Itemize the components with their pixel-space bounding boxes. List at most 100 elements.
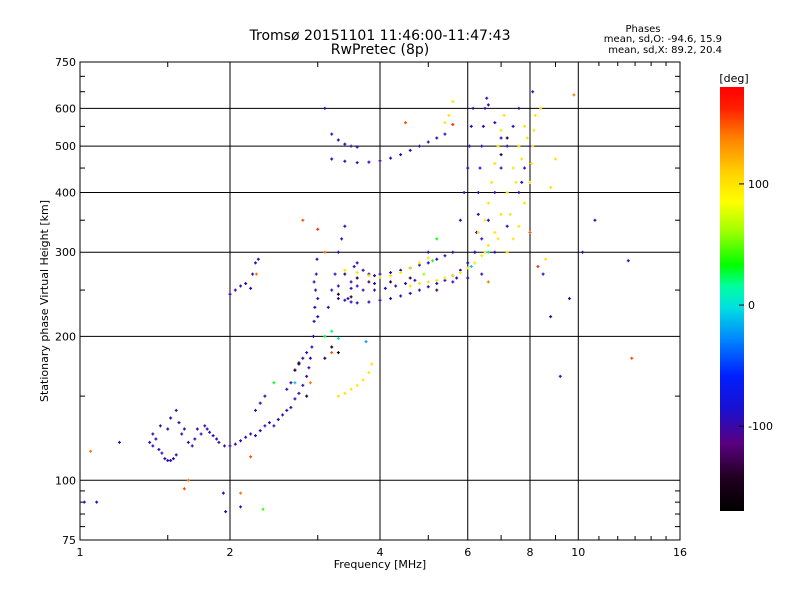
data-point	[336, 336, 340, 340]
data-point	[158, 424, 162, 428]
data-point	[343, 159, 347, 163]
data-point	[239, 505, 243, 509]
data-point	[422, 272, 426, 276]
data-point	[349, 387, 353, 391]
data-point	[431, 259, 435, 263]
colorbar: [deg] 100 0 -100	[719, 72, 773, 511]
data-point	[263, 394, 267, 398]
y-tick-label: 200	[55, 330, 76, 343]
data-point	[383, 286, 387, 290]
data-point	[435, 257, 439, 261]
data-point	[330, 288, 334, 292]
data-point	[443, 276, 447, 280]
data-point	[502, 113, 506, 117]
data-point	[336, 292, 340, 296]
colorbar-label: [deg]	[719, 72, 748, 85]
data-point	[485, 96, 489, 100]
data-point	[476, 230, 480, 234]
chart-title: Tromsø 20151101 11:46:00-11:47:43	[249, 28, 511, 44]
data-point	[313, 305, 317, 309]
data-point	[349, 300, 353, 304]
data-point	[486, 201, 490, 205]
colorbar-tick-label: 100	[748, 178, 769, 191]
data-point	[308, 356, 312, 360]
data-point	[458, 218, 462, 222]
data-point	[486, 280, 490, 284]
data-point	[343, 268, 347, 272]
y-tick-label: 100	[55, 474, 76, 487]
data-point	[490, 180, 494, 184]
x-tick-label: 4	[377, 546, 384, 559]
data-point	[473, 261, 477, 265]
data-point	[466, 261, 470, 265]
data-point	[239, 491, 243, 495]
data-point	[193, 437, 197, 441]
x-tick-label: 8	[527, 546, 534, 559]
data-point	[593, 218, 597, 222]
data-point	[307, 366, 311, 370]
data-point	[355, 261, 359, 265]
data-point	[539, 106, 543, 110]
data-point	[323, 250, 327, 254]
x-tick-label: 10	[571, 546, 585, 559]
data-point	[469, 124, 473, 128]
data-point	[496, 237, 500, 241]
data-point	[517, 144, 521, 148]
data-point	[389, 274, 393, 278]
data-point	[378, 159, 382, 163]
data-point	[451, 280, 455, 284]
data-point	[89, 449, 93, 453]
data-point	[343, 142, 347, 146]
data-point	[451, 100, 455, 104]
data-point	[330, 329, 334, 333]
data-point	[493, 250, 497, 254]
data-point	[154, 437, 158, 441]
data-point	[157, 447, 161, 451]
y-tick-labels: 75 100 200 300 400 500 600 750	[55, 56, 76, 547]
data-point	[408, 291, 412, 295]
data-point	[258, 401, 262, 405]
data-point	[389, 271, 393, 275]
data-point	[326, 305, 330, 309]
data-point	[499, 128, 503, 132]
data-point	[367, 300, 371, 304]
data-point	[473, 250, 477, 254]
data-point	[480, 144, 484, 148]
data-point	[160, 451, 164, 455]
data-point	[258, 429, 262, 433]
data-point	[169, 416, 173, 420]
data-point	[166, 427, 170, 431]
data-point	[355, 276, 359, 280]
data-point	[532, 128, 536, 132]
data-point	[486, 250, 490, 254]
data-point	[549, 185, 553, 189]
data-point	[239, 439, 243, 443]
data-point	[531, 144, 535, 148]
data-point	[505, 136, 509, 140]
data-point	[367, 160, 371, 164]
data-point	[256, 257, 260, 261]
data-point	[223, 444, 227, 448]
data-point	[361, 378, 365, 382]
data-point	[471, 106, 475, 110]
y-tick-label: 500	[55, 140, 76, 153]
data-point	[355, 284, 359, 288]
data-point	[426, 250, 430, 254]
data-point	[217, 440, 221, 444]
data-point	[311, 334, 315, 338]
data-point	[190, 444, 194, 448]
data-point	[263, 424, 267, 428]
stats-line-o: mean, sd,O: -94.6, 15.9	[604, 34, 722, 45]
data-point	[244, 282, 248, 286]
data-point	[493, 161, 497, 165]
data-point	[408, 276, 412, 280]
data-point	[483, 218, 487, 222]
data-point	[228, 444, 232, 448]
data-point	[314, 272, 318, 276]
data-point	[221, 491, 225, 495]
data-point	[267, 421, 271, 425]
data-point	[493, 230, 497, 234]
data-point	[517, 190, 521, 194]
data-point	[249, 286, 253, 290]
data-point	[349, 280, 353, 284]
